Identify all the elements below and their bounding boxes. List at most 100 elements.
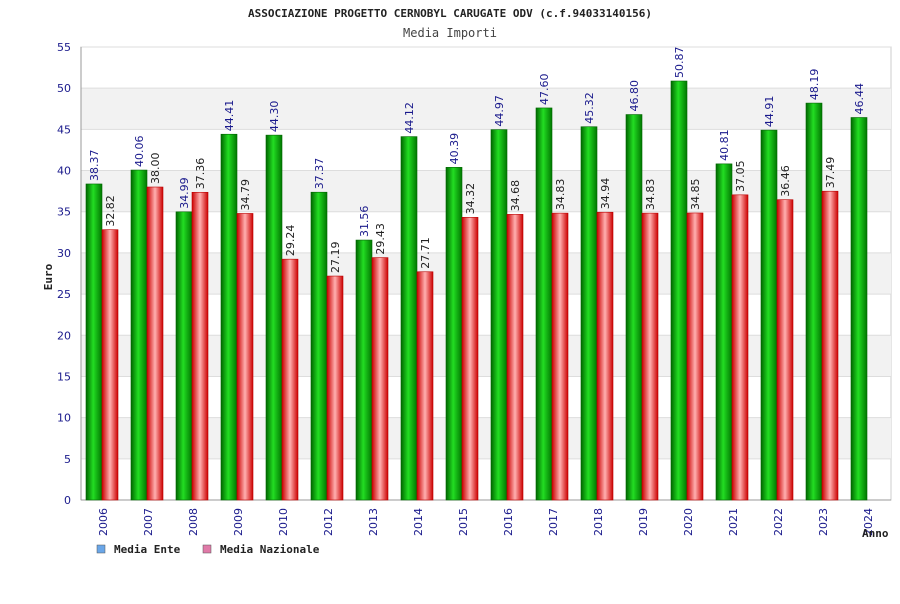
data-label: 44.97 bbox=[493, 95, 506, 127]
data-label: 44.30 bbox=[268, 101, 281, 133]
bar-media-nazionale bbox=[551, 212, 569, 501]
bar-media-nazionale bbox=[326, 275, 344, 501]
y-tick-label: 5 bbox=[64, 453, 71, 466]
y-tick-label: 30 bbox=[57, 247, 71, 260]
x-tick-label: 2020 bbox=[682, 508, 695, 536]
bar-media-ente bbox=[310, 191, 328, 501]
bar-media-ente bbox=[850, 117, 868, 501]
data-label: 31.56 bbox=[358, 206, 371, 238]
y-tick-label: 55 bbox=[57, 41, 71, 54]
y-axis-ticks: 0 5 10 15 20 25 30 35 40 45 50 55 bbox=[57, 41, 71, 507]
bar-media-nazionale bbox=[731, 194, 749, 501]
x-tick-label: 2016 bbox=[502, 508, 515, 536]
x-tick-label: 2017 bbox=[547, 508, 560, 536]
x-tick-label: 2015 bbox=[457, 508, 470, 536]
data-label: 34.79 bbox=[239, 179, 252, 211]
data-label: 34.94 bbox=[599, 178, 612, 210]
x-tick-label: 2009 bbox=[232, 508, 245, 536]
y-tick-label: 20 bbox=[57, 329, 71, 342]
x-tick-label: 2012 bbox=[322, 508, 335, 536]
y-axis-label: Euro bbox=[42, 263, 55, 290]
data-label: 47.60 bbox=[538, 73, 551, 105]
bar-media-nazionale bbox=[641, 212, 659, 501]
x-tick-label: 2022 bbox=[772, 508, 785, 536]
data-label: 34.68 bbox=[509, 180, 522, 212]
x-axis-label: Anno bbox=[862, 527, 889, 540]
bar-media-nazionale bbox=[191, 191, 209, 501]
bar-media-nazionale bbox=[236, 213, 254, 501]
bar-media-ente bbox=[805, 102, 823, 501]
x-tick-label: 2019 bbox=[637, 508, 650, 536]
bar-media-ente bbox=[265, 134, 283, 501]
bar-media-ente bbox=[400, 136, 418, 501]
y-tick-label: 15 bbox=[57, 370, 71, 383]
data-label: 46.80 bbox=[628, 80, 641, 112]
data-label: 48.19 bbox=[808, 69, 821, 101]
data-label: 40.39 bbox=[448, 133, 461, 165]
bar-media-nazionale bbox=[821, 190, 839, 501]
bar-media-ente bbox=[445, 167, 463, 501]
data-label: 45.32 bbox=[583, 92, 596, 124]
y-tick-label: 50 bbox=[57, 82, 71, 95]
y-tick-label: 25 bbox=[57, 288, 71, 301]
x-tick-label: 2023 bbox=[817, 508, 830, 536]
bar-media-ente bbox=[535, 107, 553, 501]
data-label: 32.82 bbox=[104, 195, 117, 227]
data-label: 34.83 bbox=[554, 179, 567, 211]
bar-media-ente bbox=[670, 80, 688, 501]
data-label: 44.91 bbox=[763, 96, 776, 128]
x-tick-label: 2024 bbox=[862, 508, 875, 536]
bar-media-ente bbox=[85, 183, 103, 501]
bar-media-ente bbox=[490, 129, 508, 501]
bar-media-ente bbox=[580, 126, 598, 501]
data-label: 40.81 bbox=[718, 129, 731, 161]
bar-media-ente bbox=[130, 169, 148, 501]
bar-media-nazionale bbox=[416, 271, 434, 501]
y-tick-label: 0 bbox=[64, 494, 71, 507]
data-label: 27.71 bbox=[419, 237, 432, 269]
chart-subtitle: Media Importi bbox=[403, 26, 497, 40]
x-tick-label: 2018 bbox=[592, 508, 605, 536]
bar-media-ente bbox=[625, 114, 643, 501]
data-label: 46.44 bbox=[853, 83, 866, 115]
bar-media-nazionale bbox=[596, 211, 614, 501]
data-label: 34.99 bbox=[178, 177, 191, 209]
y-tick-label: 35 bbox=[57, 206, 71, 219]
x-tick-label: 2010 bbox=[277, 508, 290, 536]
data-label: 44.12 bbox=[403, 102, 416, 134]
bar-media-nazionale bbox=[371, 257, 389, 501]
bar-media-nazionale bbox=[146, 186, 164, 501]
plot-background bbox=[80, 46, 892, 501]
data-label: 37.36 bbox=[194, 158, 207, 190]
bar-media-nazionale bbox=[506, 214, 524, 501]
x-tick-label: 2014 bbox=[412, 508, 425, 536]
data-label: 34.83 bbox=[644, 179, 657, 211]
bar-media-nazionale bbox=[281, 258, 299, 501]
bar-media-ente bbox=[715, 163, 733, 501]
bar-media-nazionale bbox=[101, 229, 119, 501]
bar-media-nazionale bbox=[686, 212, 704, 501]
x-tick-label: 2008 bbox=[187, 508, 200, 536]
data-label: 40.06 bbox=[133, 136, 146, 168]
data-label: 29.24 bbox=[284, 225, 297, 257]
bar-media-ente bbox=[355, 239, 373, 501]
data-label: 27.19 bbox=[329, 242, 342, 274]
legend-swatch bbox=[96, 544, 106, 554]
data-label: 38.37 bbox=[88, 149, 101, 181]
legend: Media Ente Media Nazionale bbox=[96, 543, 320, 556]
data-label: 38.00 bbox=[149, 153, 162, 185]
bar-media-nazionale bbox=[461, 217, 479, 501]
y-tick-label: 40 bbox=[57, 165, 71, 178]
data-label: 29.43 bbox=[374, 223, 387, 255]
legend-swatch bbox=[202, 544, 212, 554]
x-tick-label: 2006 bbox=[97, 508, 110, 536]
y-tick-label: 45 bbox=[57, 123, 71, 136]
x-tick-label: 2007 bbox=[142, 508, 155, 536]
x-axis-ticks: 2006 2007 2008 2009 2010 2012 2013 2014 2015 2016… bbox=[97, 508, 875, 536]
data-label: 37.49 bbox=[824, 157, 837, 189]
data-label: 50.87 bbox=[673, 47, 686, 79]
legend-label: Media Ente bbox=[114, 543, 181, 556]
